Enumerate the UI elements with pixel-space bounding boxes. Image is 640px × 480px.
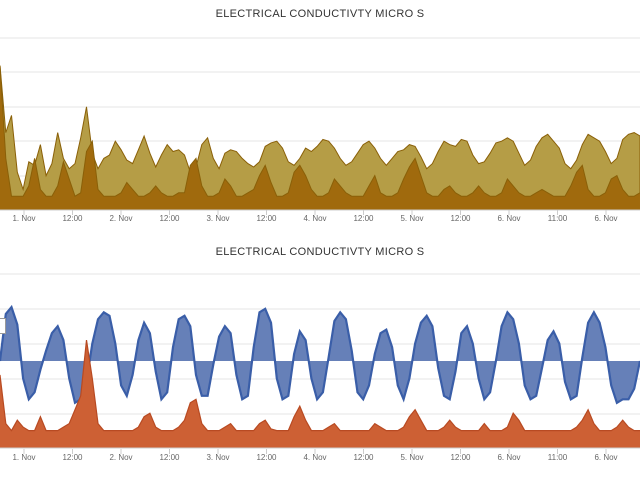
x-tick-label: 12:00 bbox=[450, 214, 471, 223]
chart-panel-bottom: ELECTRICAL CONDUCTIVTY MICRO S 1. Nov 12:… bbox=[0, 238, 640, 480]
x-tick-label: 12:00 bbox=[62, 214, 83, 223]
x-tick-label: 3. Nov bbox=[206, 453, 229, 462]
x-tick-label: 4. Nov bbox=[303, 453, 326, 462]
x-tick-label: 6. Nov bbox=[497, 453, 520, 462]
series-area bbox=[0, 340, 640, 448]
x-tick-label: 6. Nov bbox=[594, 214, 617, 223]
x-tick-label: 12:00 bbox=[159, 214, 180, 223]
x-tick-label: 6. Nov bbox=[594, 453, 617, 462]
x-tick-label: 12:00 bbox=[450, 453, 471, 462]
series-area bbox=[0, 65, 640, 210]
x-tick-label: 2. Nov bbox=[109, 453, 132, 462]
x-tick-label: 4. Nov bbox=[303, 214, 326, 223]
x-tick-label: 12:00 bbox=[62, 453, 83, 462]
series-area bbox=[0, 307, 640, 403]
chart-panel-top: ELECTRICAL CONDUCTIVTY MICRO S 1. Nov 12:… bbox=[0, 0, 640, 232]
x-tick-label: 6. Nov bbox=[497, 214, 520, 223]
x-tick-label: 3. Nov bbox=[206, 214, 229, 223]
x-tick-label: 1. Nov bbox=[12, 453, 35, 462]
x-tick-label: 12:00 bbox=[353, 214, 374, 223]
tooltip bbox=[0, 318, 6, 334]
x-tick-label: 12:00 bbox=[256, 214, 277, 223]
series-line bbox=[0, 304, 640, 405]
x-tick-label: 12:00 bbox=[353, 453, 374, 462]
x-tick-label: 11:00 bbox=[548, 214, 568, 223]
chart-title: ELECTRICAL CONDUCTIVTY MICRO S bbox=[215, 246, 425, 258]
x-tick-label: 12:00 bbox=[256, 453, 277, 462]
x-tick-label: 2. Nov bbox=[109, 214, 132, 223]
x-tick-label: 11:00 bbox=[548, 453, 568, 462]
chart-canvas-bottom[interactable]: 1. Nov 12:00 2. Nov 12:00 3. Nov 12:00 4. Nov 1… bbox=[0, 238, 640, 480]
x-tick-label: 12:00 bbox=[159, 453, 180, 462]
chart-title: ELECTRICAL CONDUCTIVTY MICRO S bbox=[215, 8, 425, 20]
series-line bbox=[0, 65, 640, 197]
x-tick-label: 5. Nov bbox=[400, 214, 423, 223]
chart-canvas-top[interactable]: 1. Nov 12:00 2. Nov 12:00 3. Nov 12:00 4. Nov 1… bbox=[0, 0, 640, 232]
series-area bbox=[0, 65, 640, 211]
x-tick-label: 5. Nov bbox=[400, 453, 423, 462]
series-line bbox=[0, 340, 640, 432]
x-tick-label: 1. Nov bbox=[12, 214, 35, 223]
